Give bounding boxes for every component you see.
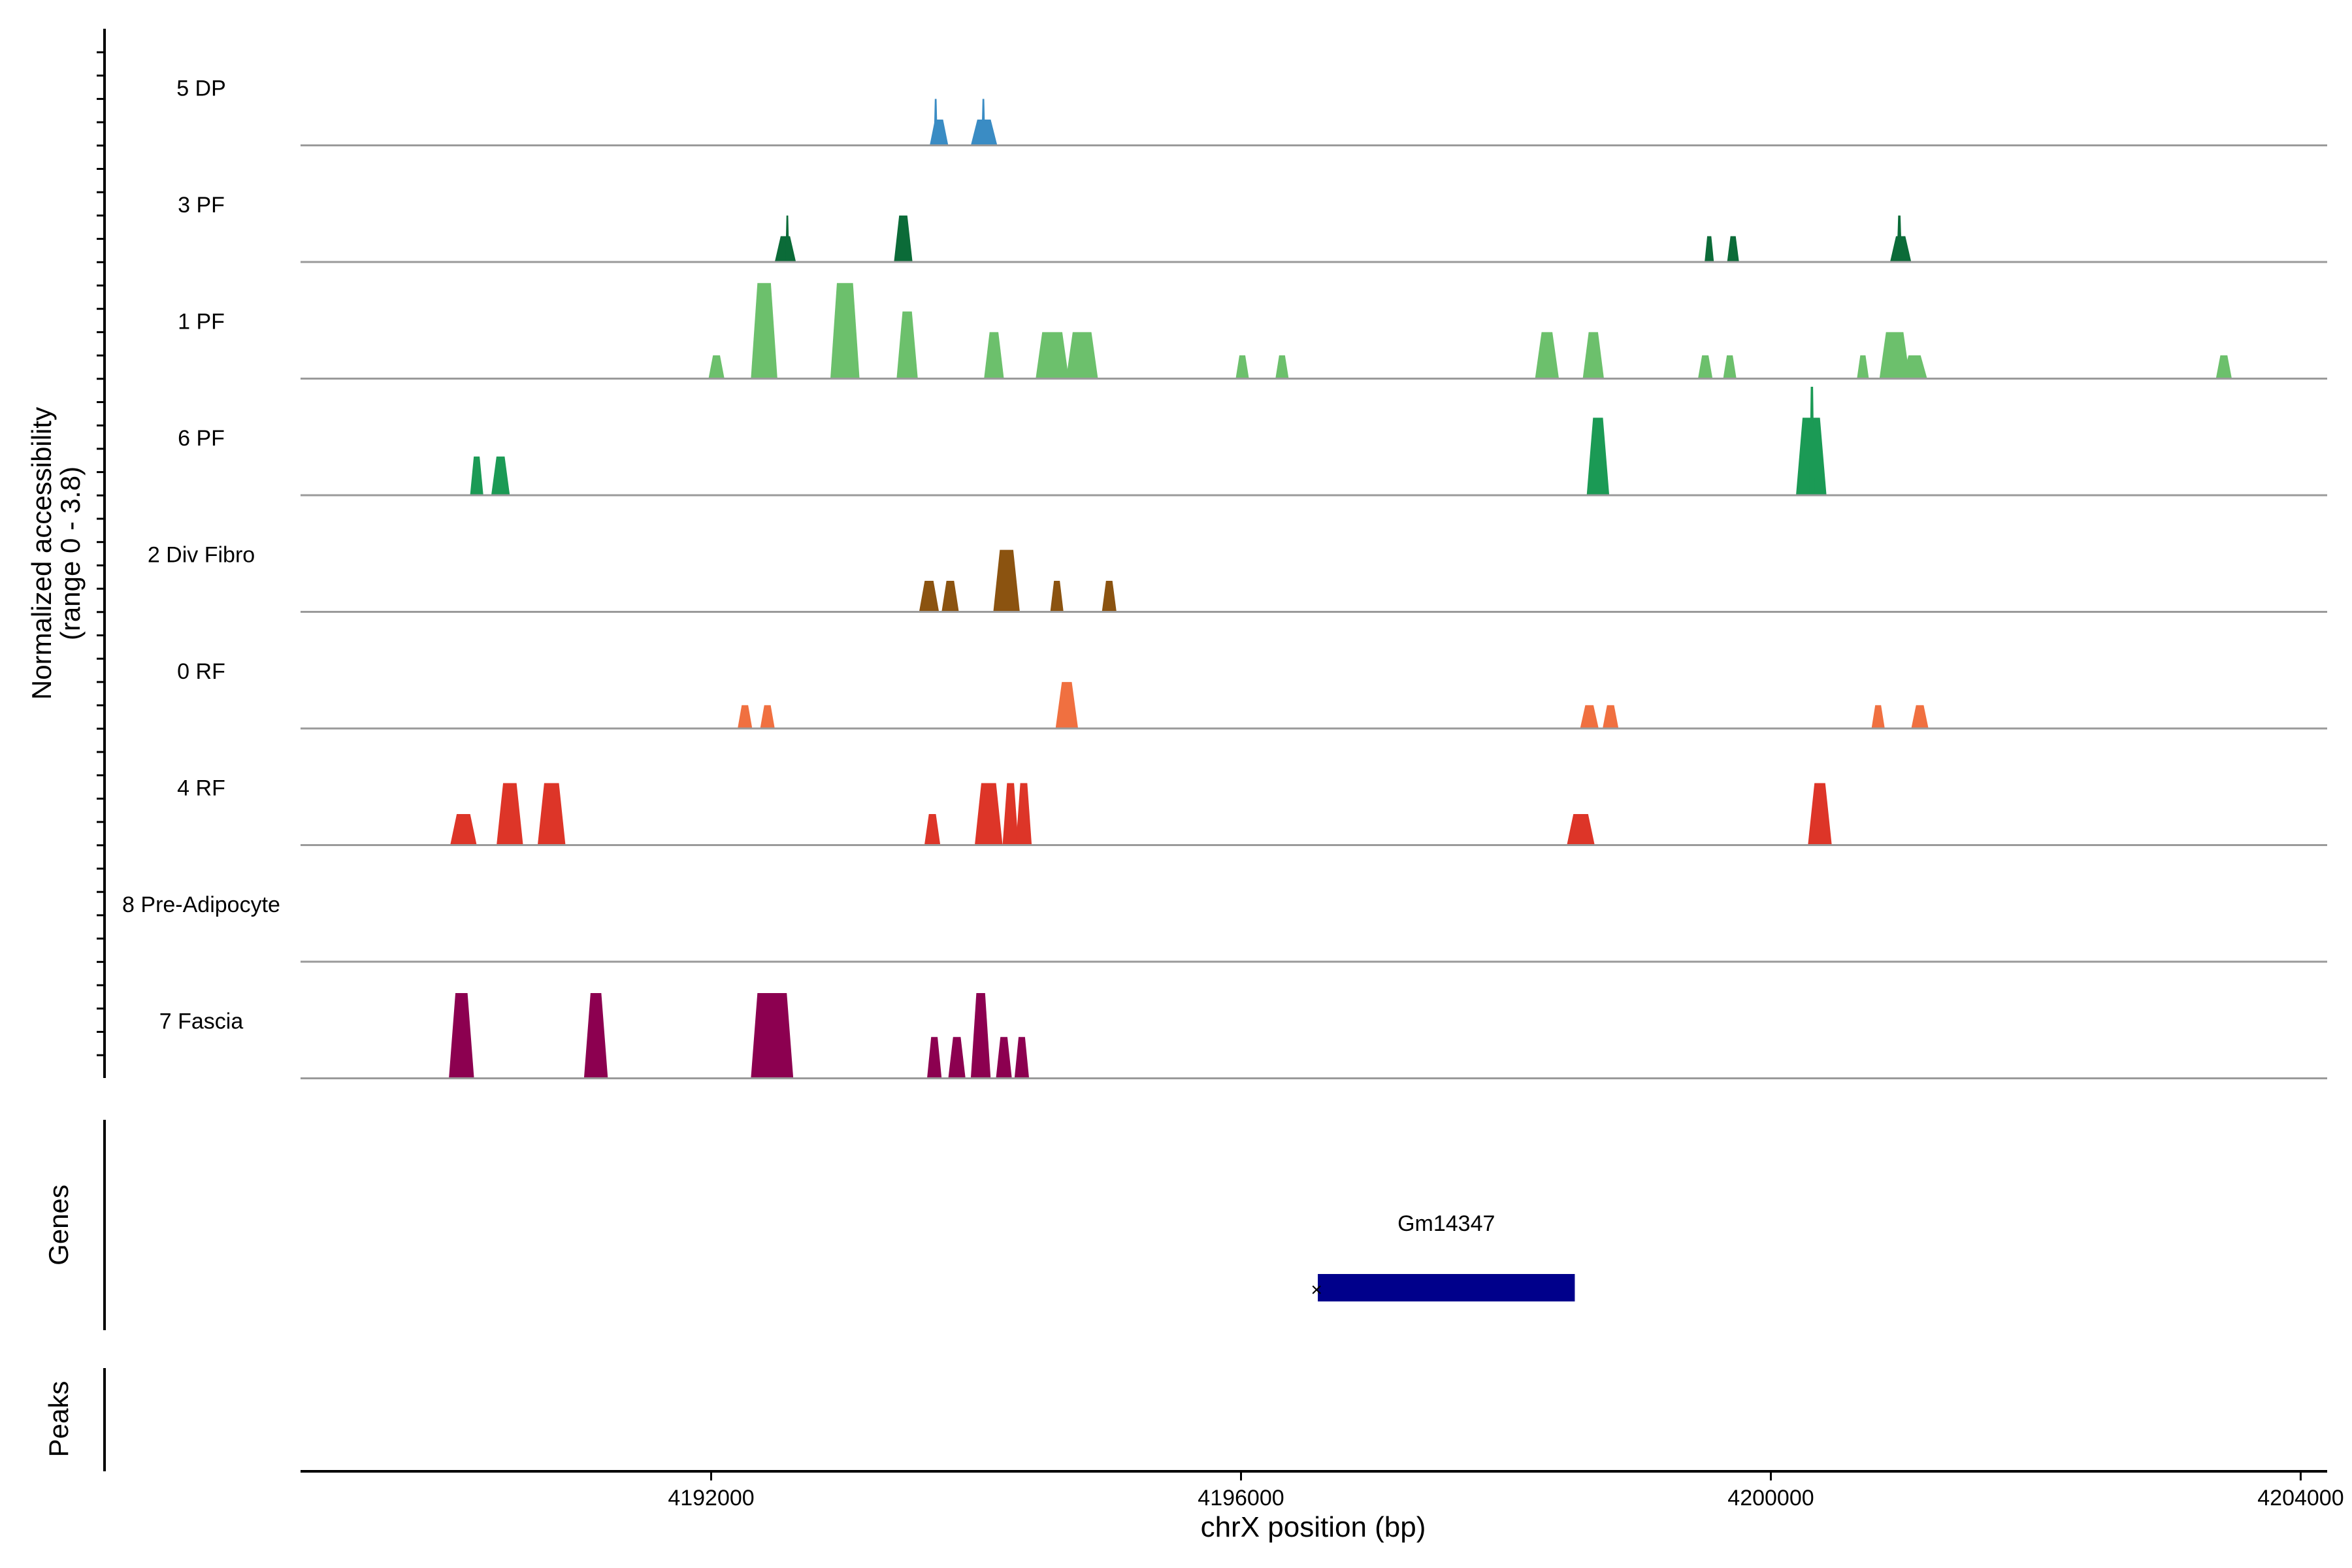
- track-label: 7 Fascia: [159, 1009, 244, 1034]
- x-tick-label: 4204000: [2257, 1486, 2344, 1511]
- track-4-rf: 4 RF: [177, 776, 2327, 846]
- track-label: 5 DP: [176, 76, 226, 101]
- coverage-peak: [537, 783, 566, 845]
- coverage-peak: [1014, 1037, 1030, 1079]
- peaks-panel-label: Peaks: [43, 1381, 74, 1458]
- x-axis-title: chrX position (bp): [1201, 1511, 1426, 1543]
- coverage-peak: [924, 814, 941, 845]
- coverage-peak: [2215, 355, 2232, 379]
- coverage-peak: [941, 581, 959, 612]
- coverage-peak: [738, 705, 753, 728]
- coverage-peak: [930, 119, 949, 146]
- coverage-peak: [919, 581, 939, 612]
- genes-panel-label: Genes: [43, 1184, 74, 1266]
- coverage-peak: [1705, 236, 1714, 262]
- track-label: 0 RF: [177, 659, 225, 684]
- coverage-peak: [1235, 355, 1249, 379]
- coverage-peak: [984, 332, 1004, 379]
- coverage-peak: [497, 783, 523, 845]
- coverage-peak: [774, 236, 796, 262]
- coverage-peak: [996, 1037, 1012, 1079]
- track-5-dp: 5 DP: [176, 76, 2327, 146]
- coverage-peak: [1055, 681, 1079, 728]
- x-ticks: 4192000 4196000 4200000 4204000: [668, 1471, 2344, 1511]
- coverage-peak: [470, 456, 483, 495]
- coverage-peak: [449, 993, 474, 1079]
- coverage-peak: [450, 814, 477, 845]
- coverage-peak: [1857, 355, 1869, 379]
- coverage-peak: [830, 283, 860, 379]
- coverage-peak: [1567, 814, 1595, 845]
- track-8-pre-adipocyte: 8 Pre-Adipocyte: [122, 892, 2327, 963]
- track-label: 6 PF: [178, 426, 225, 451]
- coverage-peak: [1275, 355, 1289, 379]
- track-3-pf: 3 PF: [178, 193, 2327, 263]
- coverage-peak: [751, 993, 794, 1079]
- coverage-peak: [1871, 705, 1885, 728]
- track-6-pf: 6 PF: [178, 386, 2327, 497]
- coverage-peak: [993, 549, 1020, 612]
- track-label: 2 Div Fibro: [148, 543, 255, 568]
- coverage-peak: [1911, 705, 1929, 728]
- coverage-peak: [760, 705, 775, 728]
- x-tick-label: 4196000: [1198, 1486, 1284, 1511]
- coverage-peak: [1727, 236, 1739, 262]
- coverage-peak: [894, 215, 913, 262]
- gene-label: Gm14347: [1397, 1211, 1495, 1236]
- track-7-fascia: 7 Fascia: [159, 993, 2327, 1079]
- track-label: 1 PF: [178, 310, 225, 335]
- y-ticks: [97, 51, 105, 1056]
- coverage-peak: [1697, 355, 1713, 379]
- coverage-peak: [751, 283, 777, 379]
- coverage-peak: [1015, 783, 1032, 845]
- coverage-peak: [583, 993, 608, 1079]
- track-1-pf: 1 PF: [178, 283, 2327, 380]
- coverage-peak: [1050, 581, 1064, 612]
- track-0-rf: 0 RF: [177, 659, 2327, 730]
- coverage-peak: [1036, 332, 1069, 379]
- coverage-peak: [1586, 417, 1610, 495]
- y-axis-title-line2: (range 0 - 3.8): [55, 466, 86, 640]
- coverage-peak: [1066, 332, 1098, 379]
- gene-annotations: Gm14347 ×: [1311, 1211, 1575, 1301]
- gene-body: [1318, 1274, 1575, 1301]
- coverage-peak: [1602, 705, 1619, 728]
- coverage-tracks: 5 DP 3 PF 1 PF 6 PF 2 Div Fibro 0 RF 4 RF 8 Pre…: [122, 76, 2327, 1079]
- x-tick-label: 4192000: [668, 1486, 754, 1511]
- coverage-peak: [1102, 581, 1117, 612]
- coverage-peak: [491, 456, 510, 495]
- coverage-peak: [970, 993, 991, 1079]
- coverage-peak: [1809, 386, 1815, 495]
- track-label: 8 Pre-Adipocyte: [122, 892, 280, 917]
- coverage-peak: [974, 783, 1003, 845]
- coverage-peak: [1808, 783, 1832, 845]
- coverage-peak: [1535, 332, 1560, 379]
- coverage-peak: [1580, 705, 1599, 728]
- y-axis-title: Normalized accessibility (range 0 - 3.8): [26, 407, 86, 700]
- coverage-peak: [708, 355, 725, 379]
- coverage-peak: [926, 1037, 942, 1079]
- strand-marker: ×: [1311, 1279, 1322, 1301]
- y-axis-title-line1: Normalized accessibility: [26, 407, 57, 700]
- coverage-peak: [948, 1037, 966, 1079]
- coverage-peak: [1879, 332, 1910, 379]
- track-2-div-fibro: 2 Div Fibro: [148, 543, 2327, 613]
- coverage-peak: [1897, 215, 1903, 262]
- gene-gm14347: Gm14347 ×: [1311, 1211, 1575, 1301]
- track-label: 4 RF: [177, 776, 225, 801]
- coverage-peak: [934, 99, 938, 146]
- x-tick-label: 4200000: [1727, 1486, 1814, 1511]
- coverage-peak: [1723, 355, 1737, 379]
- coverage-peak: [896, 311, 918, 379]
- coverage-peak: [1002, 783, 1019, 845]
- coverage-peak: [1582, 332, 1605, 379]
- coverage-peak: [981, 99, 986, 146]
- track-label: 3 PF: [178, 193, 225, 218]
- coverage-peak: [1902, 355, 1927, 379]
- coverage-peak: [785, 215, 790, 262]
